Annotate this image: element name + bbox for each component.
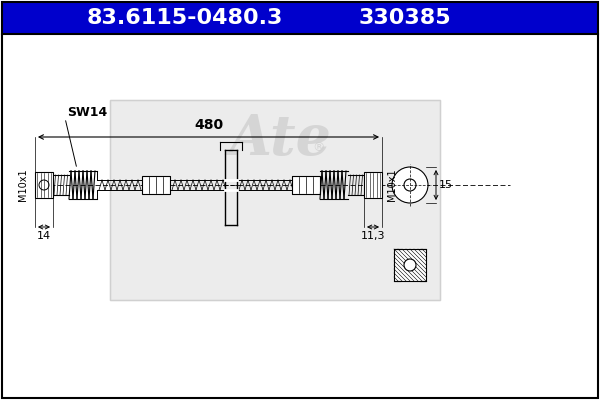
Bar bbox=[35, 172, 53, 198]
Circle shape bbox=[404, 179, 416, 191]
Circle shape bbox=[392, 167, 428, 203]
Text: M10x1: M10x1 bbox=[18, 169, 28, 201]
Bar bbox=[364, 172, 382, 198]
Text: 14: 14 bbox=[37, 231, 51, 241]
Text: 11,3: 11,3 bbox=[361, 231, 385, 241]
Text: 480: 480 bbox=[194, 118, 223, 132]
Text: 330385: 330385 bbox=[359, 8, 451, 28]
Bar bbox=[110, 100, 440, 300]
Text: 83.6115-0480.3: 83.6115-0480.3 bbox=[87, 8, 283, 28]
Circle shape bbox=[39, 180, 49, 190]
Bar bbox=[2, 2, 598, 34]
Bar bbox=[142, 176, 170, 194]
Text: ®: ® bbox=[312, 142, 324, 154]
Bar bbox=[292, 176, 320, 194]
Bar bbox=[394, 249, 426, 281]
Text: SW14: SW14 bbox=[67, 106, 107, 120]
Text: M10x1: M10x1 bbox=[387, 169, 397, 201]
Bar bbox=[110, 100, 440, 300]
Text: 15: 15 bbox=[439, 180, 453, 190]
Text: Ate: Ate bbox=[229, 112, 331, 168]
Circle shape bbox=[404, 259, 416, 271]
